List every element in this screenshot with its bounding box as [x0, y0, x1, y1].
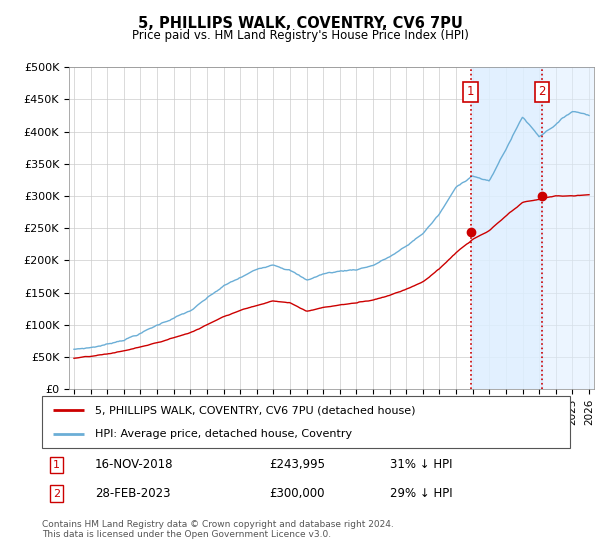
Text: 1: 1: [53, 460, 60, 470]
Text: 5, PHILLIPS WALK, COVENTRY, CV6 7PU: 5, PHILLIPS WALK, COVENTRY, CV6 7PU: [137, 16, 463, 31]
Text: 5, PHILLIPS WALK, COVENTRY, CV6 7PU (detached house): 5, PHILLIPS WALK, COVENTRY, CV6 7PU (det…: [95, 405, 415, 416]
Bar: [542, 67, 598, 389]
Text: 28-FEB-2023: 28-FEB-2023: [95, 487, 170, 500]
FancyBboxPatch shape: [42, 396, 570, 448]
Text: 29% ↓ HPI: 29% ↓ HPI: [391, 487, 453, 500]
Text: Contains HM Land Registry data © Crown copyright and database right 2024.
This d: Contains HM Land Registry data © Crown c…: [42, 520, 394, 539]
Text: £300,000: £300,000: [269, 487, 325, 500]
Bar: [471, 67, 542, 389]
Text: 31% ↓ HPI: 31% ↓ HPI: [391, 458, 453, 471]
Text: £243,995: £243,995: [269, 458, 325, 471]
Text: 1: 1: [467, 85, 475, 98]
Text: 2: 2: [53, 488, 61, 498]
Text: 16-NOV-2018: 16-NOV-2018: [95, 458, 173, 471]
Text: HPI: Average price, detached house, Coventry: HPI: Average price, detached house, Cove…: [95, 429, 352, 439]
Text: Price paid vs. HM Land Registry's House Price Index (HPI): Price paid vs. HM Land Registry's House …: [131, 29, 469, 42]
Text: 2: 2: [538, 85, 545, 98]
